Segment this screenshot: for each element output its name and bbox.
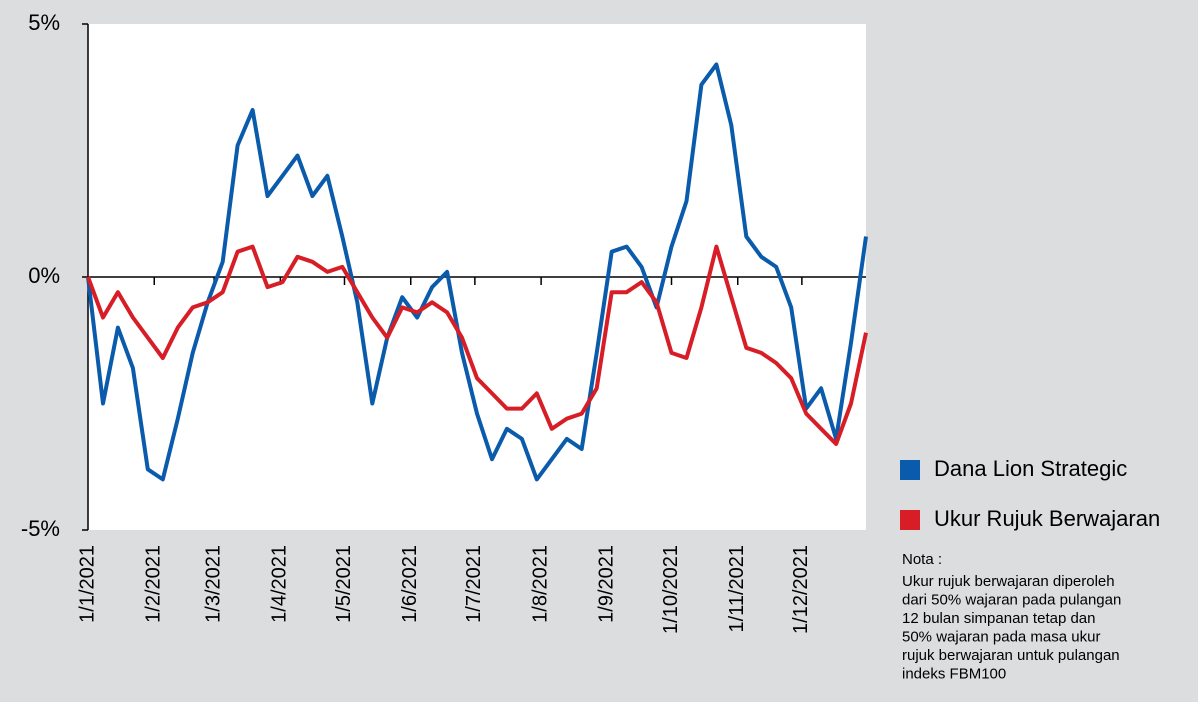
note-title: Nota : — [902, 551, 942, 568]
x-tick-label: 1/7/2021 — [463, 545, 485, 623]
x-tick-label: 1/6/2021 — [399, 545, 421, 623]
x-tick-label: 1/4/2021 — [269, 545, 291, 623]
x-tick-label: 1/5/2021 — [333, 545, 355, 623]
note-line: indeks FBM100 — [902, 665, 1006, 682]
x-tick-label: 1/12/2021 — [790, 545, 812, 634]
y-tick-label: 5% — [28, 10, 60, 35]
x-tick-label: 1/1/2021 — [76, 545, 98, 623]
x-tick-label: 1/10/2021 — [660, 545, 682, 634]
y-tick-label: -5% — [21, 516, 60, 541]
x-tick-label: 1/3/2021 — [202, 545, 224, 623]
x-tick-label: 1/9/2021 — [596, 545, 618, 623]
legend-label: Dana Lion Strategic — [934, 456, 1127, 481]
note-line: Ukur rujuk berwajaran diperoleh — [902, 573, 1115, 590]
note-line: dari 50% wajaran pada pulangan — [902, 591, 1121, 608]
note-line: 50% wajaran pada masa ukur — [902, 628, 1100, 645]
x-tick-label: 1/8/2021 — [529, 545, 551, 623]
legend-swatch — [900, 460, 920, 480]
x-tick-label: 1/11/2021 — [726, 545, 748, 633]
series-line — [86, 244, 868, 446]
note-line: rujuk berwajaran untuk pulangan — [902, 647, 1120, 664]
x-tick-label: 1/2/2021 — [143, 545, 165, 623]
note-line: 12 bulan simpanan tetap dan — [902, 610, 1095, 627]
legend-label: Ukur Rujuk Berwajaran — [934, 506, 1160, 531]
series-line — [86, 62, 868, 482]
legend-swatch — [900, 510, 920, 530]
y-tick-label: 0% — [28, 263, 60, 288]
